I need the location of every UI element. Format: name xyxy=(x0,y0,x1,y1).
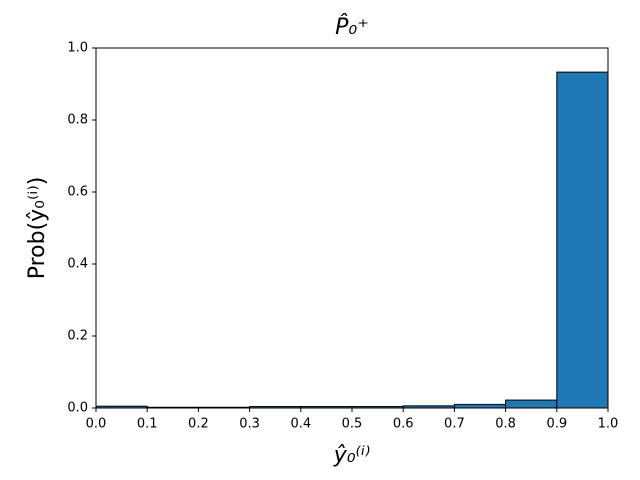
x-tick-label: 0.2 xyxy=(188,417,209,432)
y-tick-label: 1.0 xyxy=(67,41,88,56)
x-tick-label: 0.4 xyxy=(290,417,311,432)
x-tick-label: 0.9 xyxy=(546,417,567,432)
bar xyxy=(505,399,558,409)
y-tick-label: 0.4 xyxy=(67,257,88,272)
y-tick-label: 0.6 xyxy=(67,185,88,200)
x-tick-label: 0.3 xyxy=(239,417,260,432)
x-tick-label: 0.7 xyxy=(444,417,465,432)
x-tick-label: 0.0 xyxy=(86,417,107,432)
x-tick-label: 0.5 xyxy=(342,417,363,432)
y-axis-label: Prob(ŷ₀⁽ⁱ⁾) xyxy=(25,177,50,280)
chart-title: P̂₀⁺ xyxy=(335,14,369,40)
x-tick-label: 1.0 xyxy=(598,417,619,432)
y-tick-label: 0.8 xyxy=(67,113,88,128)
x-tick-label: 0.8 xyxy=(495,417,516,432)
bar xyxy=(453,403,507,409)
x-tick-label: 0.1 xyxy=(137,417,158,432)
bar xyxy=(556,71,609,409)
y-tick-label: 0.2 xyxy=(67,329,88,344)
plot-frame xyxy=(95,47,609,409)
x-tick-label: 0.6 xyxy=(393,417,414,432)
y-tick-label: 0.0 xyxy=(67,401,88,416)
x-axis-label: ŷ₀⁽ⁱ⁾ xyxy=(333,443,371,468)
